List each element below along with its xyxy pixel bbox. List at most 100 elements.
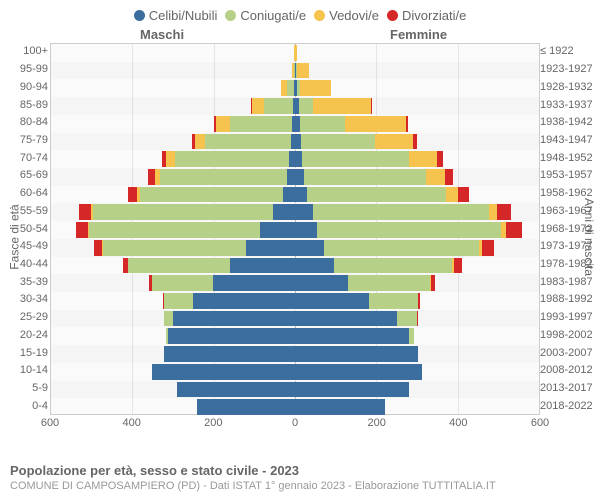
female-bar [295,346,418,362]
bar-segment [160,169,287,185]
x-tick-label: 0 [292,417,298,429]
age-row [51,150,539,168]
bar-segment [409,328,414,344]
legend-swatch [134,10,145,21]
male-bar [162,151,296,167]
male-bar [149,275,295,291]
male-bar [166,328,295,344]
age-row [51,274,539,292]
bar-segment [409,151,438,167]
age-row [51,97,539,115]
bar-segment [299,98,313,114]
bar-segment [295,258,334,274]
bar-segment [454,258,461,274]
bar-segment [166,151,174,167]
birth-year-label: 2018-2022 [540,398,596,415]
bar-segment [300,116,345,132]
bar-segment [295,240,324,256]
bar-segment [295,364,422,380]
chart-title: Popolazione per età, sesso e stato civil… [10,463,496,478]
age-label: 100+ [4,43,48,60]
bar-segment [173,311,296,327]
age-row [51,79,539,97]
bar-segment [324,240,479,256]
female-bar [295,187,469,203]
birth-year-label: 1993-1997 [540,309,596,326]
x-tick-label: 400 [449,417,467,429]
bar-segment [506,222,522,238]
bar-segment [213,275,295,291]
male-bar [163,293,295,309]
age-row [51,168,539,186]
bar-segment [216,116,230,132]
bar-segment [295,328,409,344]
bar-segment [128,187,137,203]
male-bar [214,116,295,132]
age-label: 0-4 [4,398,48,415]
bar-segment [375,134,414,150]
birth-year-label: 2013-2017 [540,380,596,397]
legend-label: Coniugati/e [240,8,306,23]
bar-segment [295,275,348,291]
male-bar [164,311,295,327]
bar-segment [230,258,295,274]
population-pyramid-chart: Maschi Femmine Fasce di età Anni di nasc… [0,25,600,435]
bar-segment [252,98,264,114]
age-row [51,186,539,204]
age-label: 95-99 [4,61,48,78]
bar-segment [230,116,291,132]
age-row [51,221,539,239]
bar-segment [313,98,370,114]
female-bar [295,80,331,96]
female-bar [295,45,297,61]
chart-subtitle: COMUNE DI CAMPOSAMPIERO (PD) - Dati ISTA… [10,480,496,492]
age-row [51,115,539,133]
legend: Celibi/NubiliConiugati/eVedovi/eDivorzia… [0,0,600,25]
bar-segment [287,80,294,96]
age-label: 55-59 [4,203,48,220]
male-bar [281,80,295,96]
bar-segment [431,275,435,291]
gender-label-female: Femmine [390,27,447,42]
bar-segment [260,222,295,238]
female-bar [295,293,420,309]
bar-segment [273,204,295,220]
x-tick-label: 600 [41,417,59,429]
bar-segment [93,204,273,220]
birth-year-label: 1938-1942 [540,114,596,131]
age-label: 70-74 [4,150,48,167]
x-tick-label: 200 [204,417,222,429]
bar-segment [413,134,417,150]
age-label: 10-14 [4,362,48,379]
bar-segment [287,169,295,185]
female-bar [295,258,462,274]
birth-year-label: 1923-1927 [540,61,596,78]
legend-label: Vedovi/e [329,8,379,23]
female-bar [295,328,414,344]
bar-segment [76,222,87,238]
bar-segment [295,204,313,220]
bar-segment [205,134,291,150]
male-bar [94,240,295,256]
bar-segment [307,187,446,203]
birth-year-label: 1948-1952 [540,150,596,167]
bar-segment [295,222,317,238]
birth-year-label: ≤ 1922 [540,43,596,60]
male-bar [152,364,295,380]
female-bar [295,63,309,79]
female-bar [295,311,418,327]
bar-segment [89,222,261,238]
age-label: 45-49 [4,238,48,255]
x-tick-label: 600 [531,417,549,429]
bar-segment [446,187,458,203]
female-bar [295,151,443,167]
age-row [51,239,539,257]
age-label: 50-54 [4,221,48,238]
bar-segment [297,63,309,79]
birth-year-label: 1943-1947 [540,132,596,149]
female-bar [295,240,494,256]
age-label: 75-79 [4,132,48,149]
age-label: 90-94 [4,79,48,96]
age-row [51,363,539,381]
bar-segment [295,187,307,203]
